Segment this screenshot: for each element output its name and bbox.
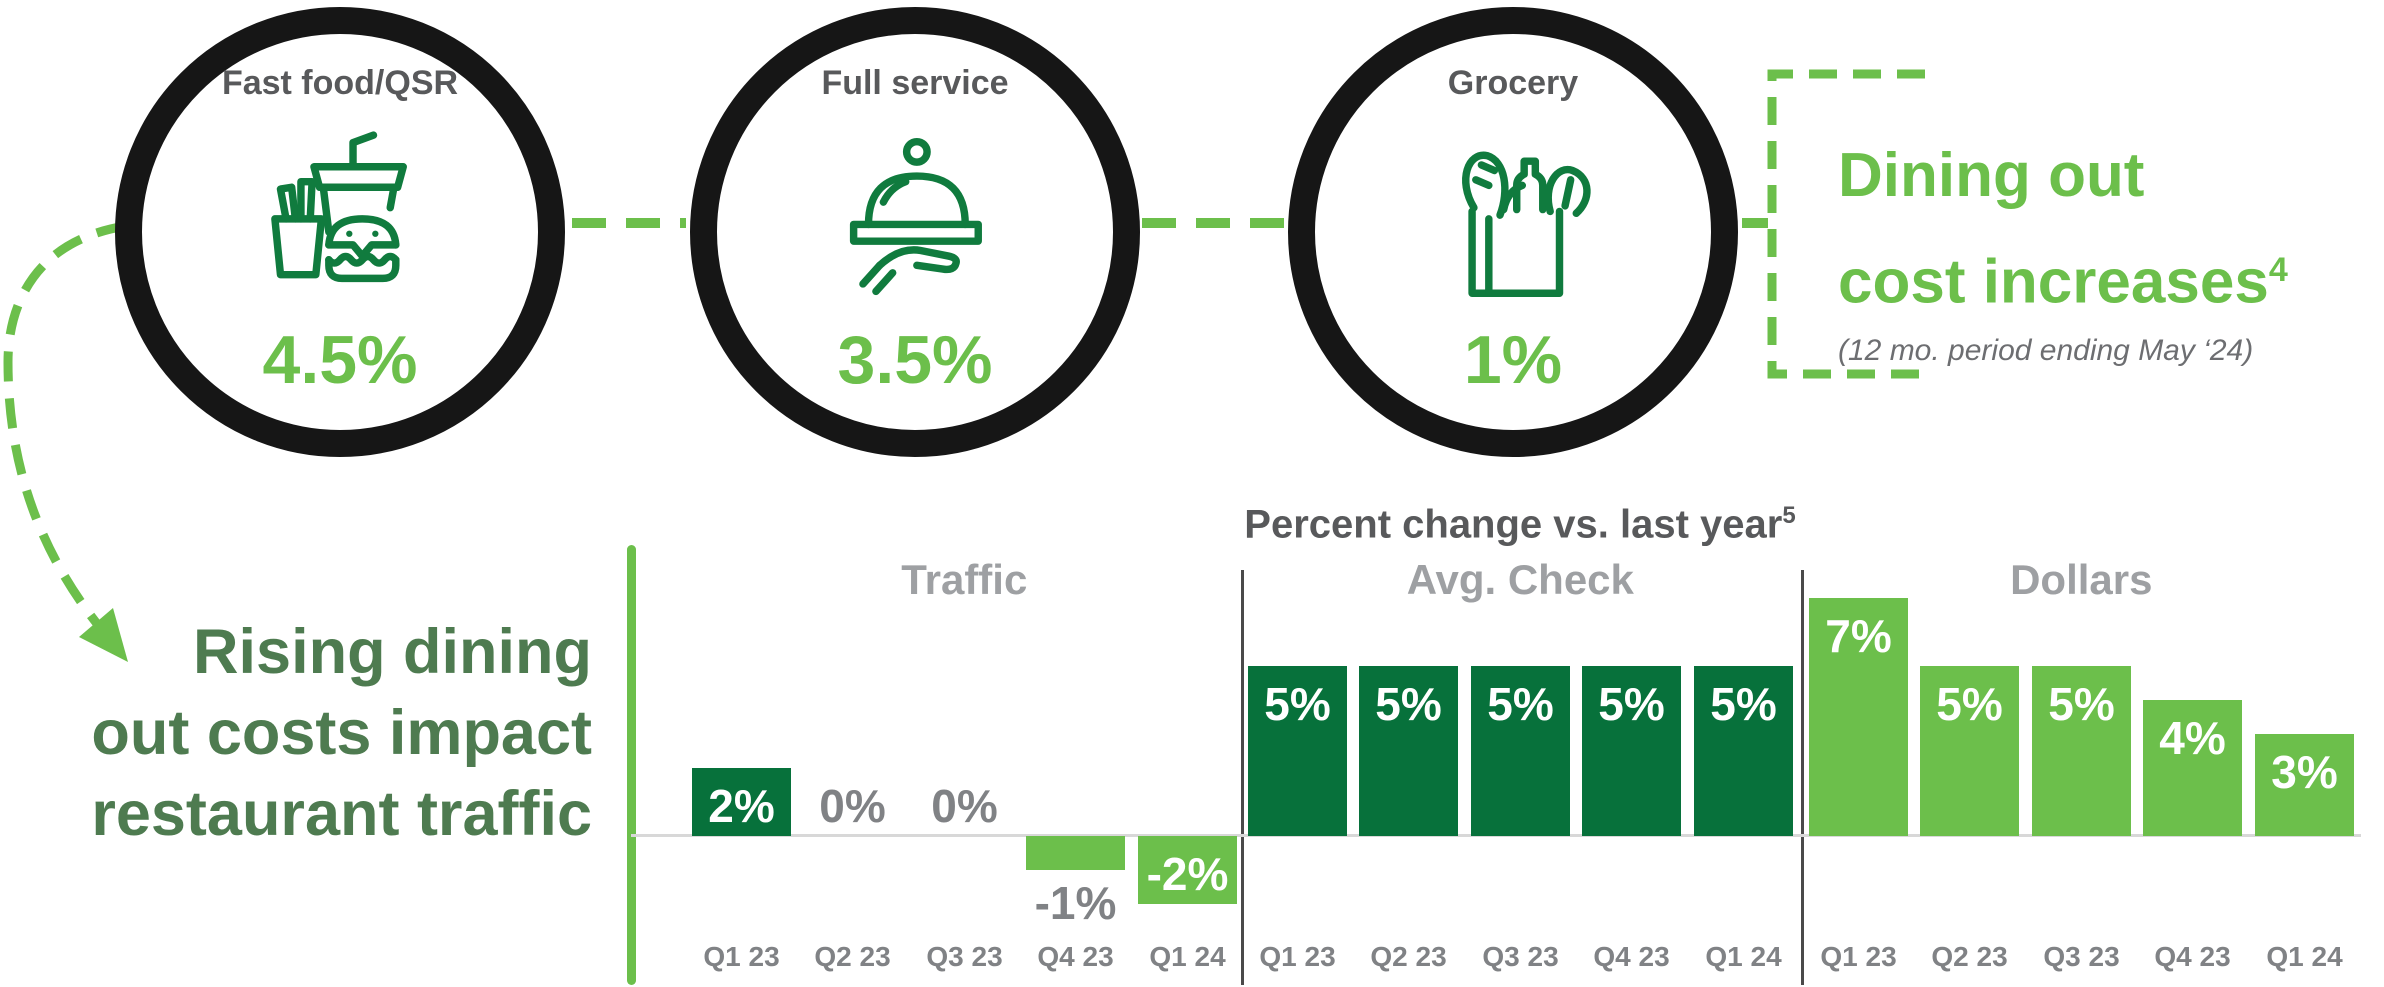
bar-value-label: 5% xyxy=(1375,678,1442,730)
bar-traffic-q1-24 xyxy=(1138,836,1237,904)
circle-value: 1% xyxy=(1463,322,1563,398)
chart-title-text: Percent change vs. last year xyxy=(1244,502,1783,547)
bar-avgcheck-q1-24 xyxy=(1694,666,1793,836)
bar-value-label: 2% xyxy=(708,780,775,832)
x-axis-label: Q4 23 xyxy=(1593,941,1670,972)
bar-dollars-q4-23 xyxy=(2143,700,2242,836)
bar-value-label: 5% xyxy=(1598,678,1665,730)
x-axis-label: Q4 23 xyxy=(2154,941,2231,972)
serving-cloche-icon xyxy=(822,124,1008,315)
bar-value-label: 5% xyxy=(1936,678,2003,730)
footnote-ref: 5 xyxy=(1782,502,1796,529)
dining-callout-subtitle: (12 mo. period ending May ‘24) xyxy=(1838,334,2254,367)
group-header: Traffic xyxy=(901,556,1028,603)
rising-line2: out costs impact xyxy=(91,698,592,768)
x-axis-label: Q3 23 xyxy=(1482,941,1559,972)
bar-value-label: 4% xyxy=(2159,712,2226,764)
bar-value-label: -2% xyxy=(1146,848,1229,900)
callout-line1: Dining out xyxy=(1838,141,2145,210)
bar-traffic-q4-23 xyxy=(1026,836,1125,870)
x-axis-label: Q1 24 xyxy=(1149,941,1226,972)
dining-callout-title: Dining out cost increases4 xyxy=(1838,128,2288,330)
circle-label: Grocery xyxy=(1447,64,1579,102)
grocery-bag-icon xyxy=(1420,124,1606,315)
bar-value-label: 7% xyxy=(1825,610,1892,662)
curved-arrow-line xyxy=(3,221,127,633)
circle-value: 3.5% xyxy=(837,322,993,398)
rising-costs-message: Rising dining out costs impact restauran… xyxy=(0,612,592,855)
footnote-ref: 4 xyxy=(2268,251,2288,289)
bar-value-label: 5% xyxy=(2048,678,2115,730)
bar-avgcheck-q4-23 xyxy=(1582,666,1681,836)
circle-label: Fast food/QSR xyxy=(221,64,459,102)
x-axis-label: Q3 23 xyxy=(926,941,1003,972)
bar-value-label: 0% xyxy=(931,780,998,832)
chart-left-axis-line xyxy=(627,545,636,985)
bar-dollars-q3-23 xyxy=(2032,666,2131,836)
x-axis-label: Q1 24 xyxy=(1705,941,1782,972)
rising-line1: Rising dining xyxy=(193,617,592,687)
bar-dollars-q2-23 xyxy=(1920,666,2019,836)
circle-value: 4.5% xyxy=(262,322,418,398)
x-axis-label: Q2 23 xyxy=(1370,941,1447,972)
fast-food-circle: Fast food/QSR 4.5% xyxy=(115,7,565,457)
x-axis-label: Q4 23 xyxy=(1037,941,1114,972)
bar-avgcheck-q3-23 xyxy=(1471,666,1570,836)
group-header: Avg. Check xyxy=(1406,556,1634,603)
full-service-circle: Full service 3.5% xyxy=(690,7,1140,457)
bar-value-label: 5% xyxy=(1264,678,1331,730)
chart-title: Percent change vs. last year5 xyxy=(1140,502,1900,547)
x-axis-label: Q1 24 xyxy=(2266,941,2343,972)
bar-value-label: 5% xyxy=(1487,678,1554,730)
group-header: Dollars xyxy=(2010,556,2153,603)
bar-value-label: 3% xyxy=(2271,746,2338,798)
x-axis-label: Q2 23 xyxy=(1931,941,2008,972)
callout-line2: cost increases xyxy=(1838,247,2269,317)
x-axis-label: Q1 23 xyxy=(1259,941,1336,972)
rising-line3: restaurant traffic xyxy=(91,779,592,849)
bar-avgcheck-q1-23 xyxy=(1248,666,1347,836)
x-axis-label: Q1 23 xyxy=(703,941,780,972)
x-axis-label: Q2 23 xyxy=(814,941,891,972)
bar-dollars-q1-23 xyxy=(1809,598,1908,836)
x-axis-label: Q3 23 xyxy=(2043,941,2120,972)
bar-value-label: -1% xyxy=(1034,877,1117,929)
bar-traffic-q1-23 xyxy=(692,768,791,836)
circle-label: Full service xyxy=(821,64,1009,102)
bar-avgcheck-q2-23 xyxy=(1359,666,1458,836)
fast-food-icon xyxy=(247,124,433,315)
grocery-circle: Grocery 1% xyxy=(1288,7,1738,457)
bar-value-label: 0% xyxy=(819,780,886,832)
group-divider xyxy=(1241,570,1244,985)
bar-value-label: 5% xyxy=(1710,678,1777,730)
group-divider xyxy=(1801,570,1804,985)
bar-dollars-q1-24 xyxy=(2255,734,2354,836)
x-axis-label: Q1 23 xyxy=(1820,941,1897,972)
